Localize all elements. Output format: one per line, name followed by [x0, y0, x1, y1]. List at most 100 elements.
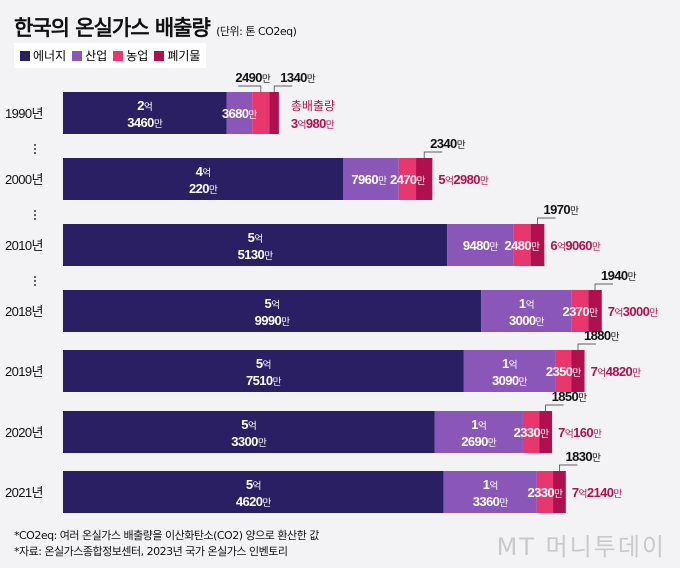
data-label: 3300만 — [231, 434, 267, 449]
data-label: 7510만 — [246, 373, 282, 388]
data-label: 3680만 — [222, 106, 258, 121]
bar-industry — [463, 350, 556, 392]
bar-waste — [416, 158, 433, 200]
category-label: 2018년 — [5, 304, 43, 319]
industry-label: 1억 2690만 — [461, 417, 497, 449]
bar-energy — [63, 471, 444, 513]
data-label: 7960만 — [351, 172, 387, 187]
industry-label: 1억 3090만 — [492, 356, 528, 388]
data-label: 9480만 — [463, 238, 499, 253]
data-label: 2490만 — [235, 70, 271, 85]
data-label: 220만 — [189, 181, 218, 196]
note-source: *자료: 온실가스종합정보센터, 2023년 국가 온실가스 인벤토리 — [14, 545, 288, 558]
data-label: 7억2140만 — [572, 485, 623, 500]
leader-line — [423, 151, 443, 158]
bar-industry — [343, 158, 399, 200]
data-label: 5억 — [256, 356, 271, 371]
bar-waste — [530, 224, 545, 266]
data-label: 2억 — [137, 98, 152, 113]
data-label: 1340만 — [280, 70, 316, 85]
data-label: 1억 — [519, 296, 534, 311]
industry-label: 9480만 — [463, 238, 499, 253]
bar-industry — [226, 92, 253, 134]
bar-agriculture — [522, 411, 540, 453]
title-text: 한국의 온실가스 배출량 — [14, 16, 211, 40]
total-label: 7억4820만 — [591, 364, 642, 379]
bar-waste — [269, 92, 279, 134]
bar-industry — [434, 411, 523, 453]
category-label: 2019년 — [5, 364, 43, 379]
total-label: 6억9060만 — [550, 238, 601, 253]
data-label: 6억9060만 — [550, 238, 601, 253]
data-label: 1억 — [502, 356, 517, 371]
bar-waste — [539, 411, 553, 453]
total-prefix: 총배출량 — [291, 99, 335, 113]
leader-line — [273, 85, 293, 92]
data-label: 2370만 — [563, 304, 599, 319]
ellipsis-dot — [34, 148, 36, 150]
total-label: 7억3000만 — [608, 304, 659, 319]
data-label: 3360만 — [473, 494, 509, 509]
bar-agriculture — [513, 224, 531, 266]
data-label: 3000만 — [509, 313, 545, 328]
bar-energy — [63, 92, 227, 134]
data-label: 2480만 — [505, 238, 541, 253]
total-label: 5억2980만 — [438, 172, 489, 187]
data-label: 7억3000만 — [608, 304, 659, 319]
ellipsis-dot — [34, 276, 36, 278]
data-label: 1억 — [483, 477, 498, 492]
ellipsis-dot — [34, 280, 36, 282]
industry-label: 7960만 — [351, 172, 387, 187]
legend: 에너지 산업 농업 폐기물 — [14, 43, 207, 68]
bar-waste — [588, 290, 602, 332]
data-label: 7억160만 — [558, 425, 602, 440]
bar-industry — [443, 471, 537, 513]
data-label: 5130만 — [238, 247, 274, 262]
data-label: 3090만 — [492, 373, 528, 388]
leader-line — [545, 404, 564, 411]
bar-energy — [63, 290, 482, 332]
ellipsis-dot — [34, 218, 36, 220]
bar-agriculture — [555, 350, 572, 392]
bar-energy — [63, 224, 448, 266]
data-label: 5억 — [248, 230, 263, 245]
industry-label: 1억 3360만 — [473, 477, 509, 509]
legend-agriculture: 농업 — [113, 47, 148, 64]
data-label: 2330만 — [527, 485, 563, 500]
bar-industry — [481, 290, 572, 332]
ellipsis-dot — [34, 214, 36, 216]
data-label: 5억 — [246, 477, 261, 492]
data-label: 5억2980만 — [438, 172, 489, 187]
data-label: 9990만 — [255, 313, 291, 328]
bar-agriculture — [571, 290, 589, 332]
ellipsis-dot — [34, 210, 36, 212]
bar-industry — [447, 224, 514, 266]
bar-waste — [571, 350, 585, 392]
leader-line — [537, 217, 556, 224]
category-label: 2020년 — [5, 425, 43, 440]
total-label: 7억160만 — [558, 425, 603, 440]
data-label: 2350만 — [546, 364, 582, 379]
data-label: 2690만 — [461, 434, 497, 449]
data-label: 4억 — [196, 164, 211, 179]
bar-energy — [63, 158, 344, 200]
unit-label: (단위: 톤 CO2eq) — [216, 25, 297, 38]
legend-industry: 산업 — [72, 47, 107, 64]
bar-waste — [553, 471, 566, 513]
legend-waste: 폐기물 — [154, 47, 200, 64]
data-label: 1830만 — [565, 449, 601, 464]
data-label: 2330만 — [514, 425, 550, 440]
bar-agriculture — [252, 92, 270, 134]
ellipsis-dot — [34, 152, 36, 154]
category-label: 2010년 — [5, 238, 43, 253]
data-label: 4620만 — [236, 494, 272, 509]
data-label: 7억4820만 — [591, 364, 642, 379]
data-label: 1970만 — [543, 202, 579, 217]
leader-line — [238, 85, 262, 92]
bar-energy — [63, 350, 464, 392]
data-label: 1940만 — [601, 268, 637, 283]
total-label: 7억2140만 — [572, 485, 623, 500]
bar-energy — [63, 411, 435, 453]
